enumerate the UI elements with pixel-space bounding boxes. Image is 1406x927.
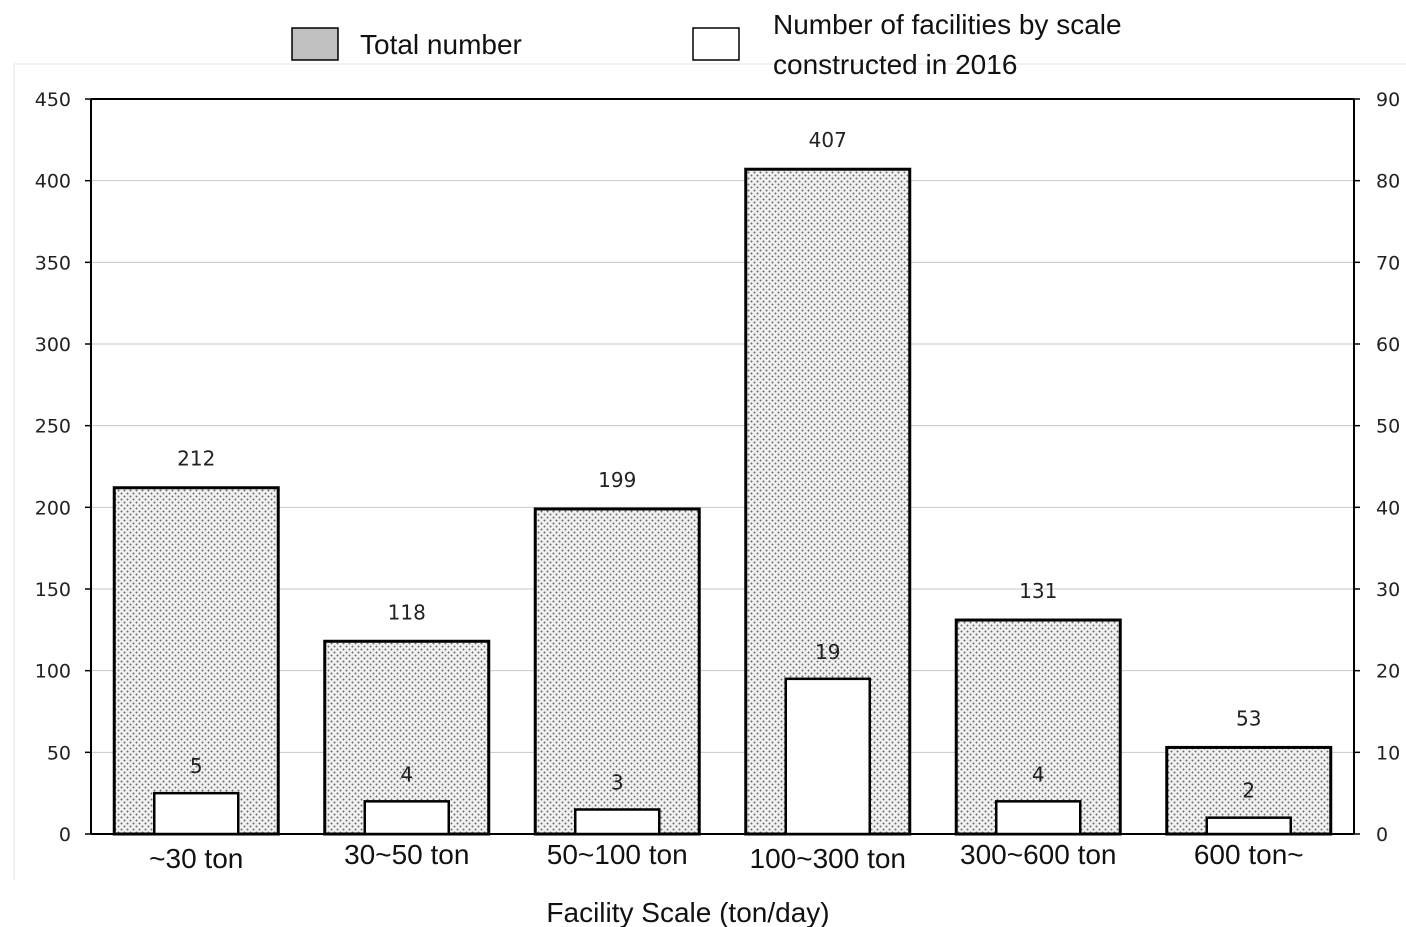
- legend-item-2016: Number of facilities by scale constructe…: [692, 9, 1129, 80]
- x-tick-label: 600 ton~: [1194, 839, 1304, 870]
- data-label-2016: 4: [400, 762, 413, 786]
- data-label-2016: 5: [190, 754, 203, 778]
- y-tick-label-left: 450: [35, 89, 71, 111]
- data-label-2016: 4: [1032, 762, 1045, 786]
- bar-2016: [363, 800, 450, 836]
- bar-2016: [995, 800, 1082, 836]
- data-label-total: 199: [598, 468, 636, 492]
- legend-swatch-2016: [692, 27, 740, 61]
- data-label-total: 118: [388, 600, 426, 624]
- y-tick-label-left: 0: [59, 824, 71, 846]
- y-tick-label-left: 400: [35, 171, 71, 193]
- y-tick-label-left: 100: [35, 661, 71, 683]
- data-label-2016: 19: [815, 640, 840, 664]
- x-tick-label: 100~300 ton: [750, 843, 907, 874]
- data-label-total: 53: [1236, 706, 1261, 730]
- legend-label-2016: Number of facilities by scale constructe…: [773, 9, 1129, 80]
- category-labels: ~30 ton 30~50 ton 50~100 ton 100~300 ton 300…: [149, 839, 1303, 874]
- x-tick-label: 300~600 ton: [960, 839, 1117, 870]
- y-tick-label-right: 10: [1376, 742, 1400, 764]
- bar-total: [533, 507, 701, 836]
- bar-2016: [574, 808, 661, 836]
- y-tick-label-left: 250: [35, 416, 71, 438]
- y-tick-label-left: 350: [35, 252, 71, 274]
- y-tick-label-right: 30: [1376, 579, 1400, 601]
- axes: 0 50 100 150 200 250 300 350 400 450 0 10 20 30 40 50 60…: [35, 89, 1400, 846]
- legend-item-total: Total number: [291, 27, 522, 61]
- y-tick-label-right: 40: [1376, 497, 1400, 519]
- data-label-2016: 2: [1242, 779, 1255, 803]
- bars: [112, 167, 1333, 836]
- y-tick-label-left: 150: [35, 579, 71, 601]
- y-tick-label-right: 70: [1376, 252, 1400, 274]
- bar-total: [112, 486, 280, 836]
- y-tick-label-left: 50: [47, 742, 71, 764]
- y-tick-label-left: 200: [35, 497, 71, 519]
- gridlines: [91, 180, 1354, 753]
- data-label-total: 407: [809, 128, 847, 152]
- data-label-2016: 3: [611, 771, 624, 795]
- data-label-total: 212: [177, 447, 215, 471]
- y-tick-label-right: 80: [1376, 171, 1400, 193]
- x-axis-title: Facility Scale (ton/day): [546, 897, 829, 927]
- bar-2016: [153, 791, 240, 836]
- y-tick-label-right: 50: [1376, 416, 1400, 438]
- y-tick-label-right: 20: [1376, 661, 1400, 683]
- bar-total: [954, 618, 1122, 836]
- y-tick-label-right: 60: [1376, 334, 1400, 356]
- data-label-total: 131: [1019, 579, 1057, 603]
- y-tick-label-left: 300: [35, 334, 71, 356]
- bar-2016: [1205, 816, 1292, 836]
- legend-swatch-total: [291, 27, 339, 61]
- data-labels: 212 5 118 4 199 3 407 19 131 4 53 2: [177, 128, 1261, 802]
- bar-2016: [784, 677, 871, 836]
- y-tick-label-right: 90: [1376, 89, 1400, 111]
- legend: Total number Number of facilities by sca…: [291, 9, 1129, 80]
- y-tick-label-right: 0: [1376, 824, 1388, 846]
- x-tick-label: ~30 ton: [149, 843, 243, 874]
- x-tick-label: 50~100 ton: [547, 839, 688, 870]
- legend-label-total: Total number: [360, 29, 522, 60]
- x-tick-label: 30~50 ton: [344, 839, 469, 870]
